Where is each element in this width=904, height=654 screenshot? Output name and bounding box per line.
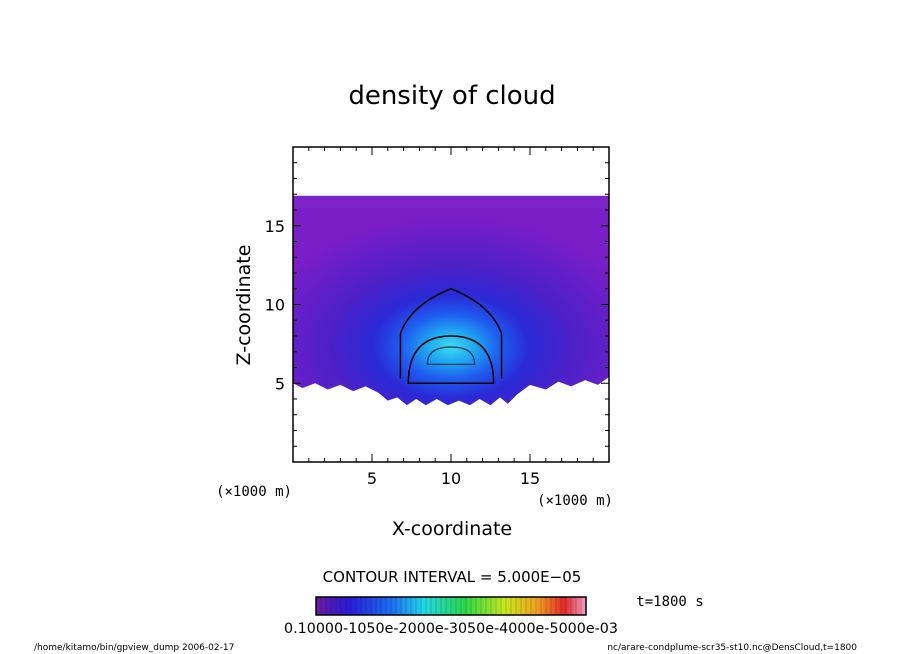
- colorbar-ticks: [320, 597, 582, 615]
- x-tick-label: 10: [441, 469, 461, 488]
- contour-lines: [399, 287, 503, 384]
- time-label: t=1800 s: [636, 594, 703, 610]
- x-axis-label: X-coordinate: [392, 518, 512, 540]
- y-unit-label: (×1000 m): [216, 484, 292, 500]
- x-unit-label: (×1000 m): [537, 493, 613, 509]
- x-tick-label: 15: [520, 469, 540, 488]
- y-tick-label: 5: [275, 374, 285, 393]
- contour-line: [399, 287, 503, 379]
- contour-interval: CONTOUR INTERVAL = 5.000E−05: [323, 568, 582, 586]
- cloud-top-band: [293, 195, 609, 208]
- y-tick-label: 15: [265, 217, 285, 236]
- y-tick-label: 10: [265, 296, 285, 315]
- contour-line: [407, 335, 495, 384]
- chart-title: density of cloud: [348, 81, 555, 111]
- y-axis-label: Z-coordinate: [233, 245, 255, 366]
- colorbar-labels: 0.10000-1050e-2000e-3050e-4000e-5000e-03: [284, 621, 618, 637]
- density-field: [293, 195, 609, 406]
- cloud-density-region: [293, 195, 609, 406]
- axis-ticks: 5 10 15 5 10 15: [265, 147, 609, 488]
- contour-line: [426, 346, 476, 365]
- x-tick-label: 5: [367, 469, 377, 488]
- footer-left: /home/kitamo/bin/gpview_dump 2006-02-17: [34, 643, 234, 653]
- footer-right: nc/arare-condplume-scr35-st10.nc@DensClo…: [607, 643, 857, 653]
